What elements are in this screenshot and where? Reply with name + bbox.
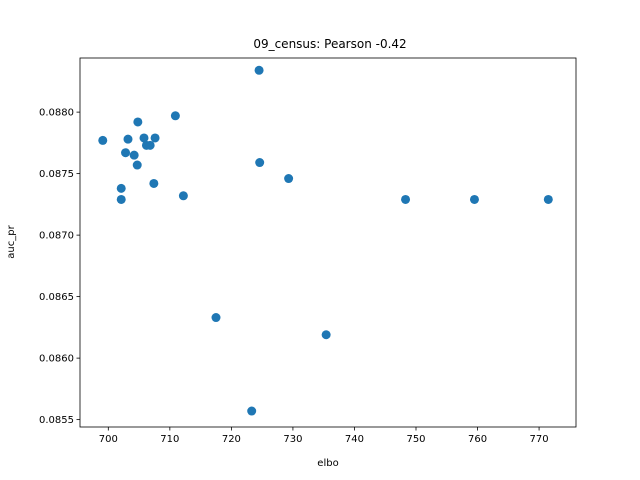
data-point [469, 194, 479, 204]
data-point [145, 140, 155, 150]
x-tick-label: 740 [345, 434, 364, 445]
y-axis-label: auc_pr [6, 224, 17, 258]
data-point [247, 406, 257, 416]
data-point [211, 313, 221, 323]
y-tick-label: 0.0875 [39, 169, 74, 180]
y-tick-label: 0.0880 [39, 108, 74, 119]
y-tick-label: 0.0865 [39, 292, 74, 303]
data-point [284, 174, 294, 184]
data-points [98, 65, 553, 416]
chart-title: 09_census: Pearson -0.42 [253, 37, 406, 51]
data-point [132, 160, 142, 170]
plot-area [79, 57, 577, 428]
data-point [255, 158, 265, 168]
data-point [116, 183, 126, 193]
x-tick-label: 710 [160, 434, 179, 445]
data-point [150, 133, 160, 143]
y-axis: 0.0855 0.0860 0.0865 0.0870 0.0875 0.0880 [39, 108, 80, 426]
data-point [123, 134, 133, 144]
y-tick-label: 0.0860 [39, 354, 74, 365]
x-tick-label: 760 [468, 434, 487, 445]
data-point [149, 178, 159, 188]
data-point [321, 330, 331, 340]
plot-frame [79, 57, 577, 428]
data-point [178, 191, 188, 201]
data-point [116, 194, 126, 204]
data-point [129, 150, 139, 160]
data-point [543, 194, 553, 204]
data-point [170, 111, 180, 121]
y-tick-label: 0.0855 [39, 415, 74, 426]
x-tick-label: 770 [530, 434, 549, 445]
x-tick-label: 700 [99, 434, 118, 445]
data-point [121, 148, 131, 158]
data-point [133, 117, 143, 127]
x-tick-label: 730 [283, 434, 302, 445]
data-point [401, 194, 411, 204]
x-axis: 700 710 720 730 740 750 760 770 [99, 427, 549, 445]
x-axis-label: elbo [317, 458, 338, 469]
data-point [139, 133, 149, 143]
data-point [254, 65, 264, 75]
x-tick-label: 750 [406, 434, 425, 445]
x-tick-label: 720 [222, 434, 241, 445]
y-tick-label: 0.0870 [39, 231, 74, 242]
data-point [98, 135, 108, 145]
